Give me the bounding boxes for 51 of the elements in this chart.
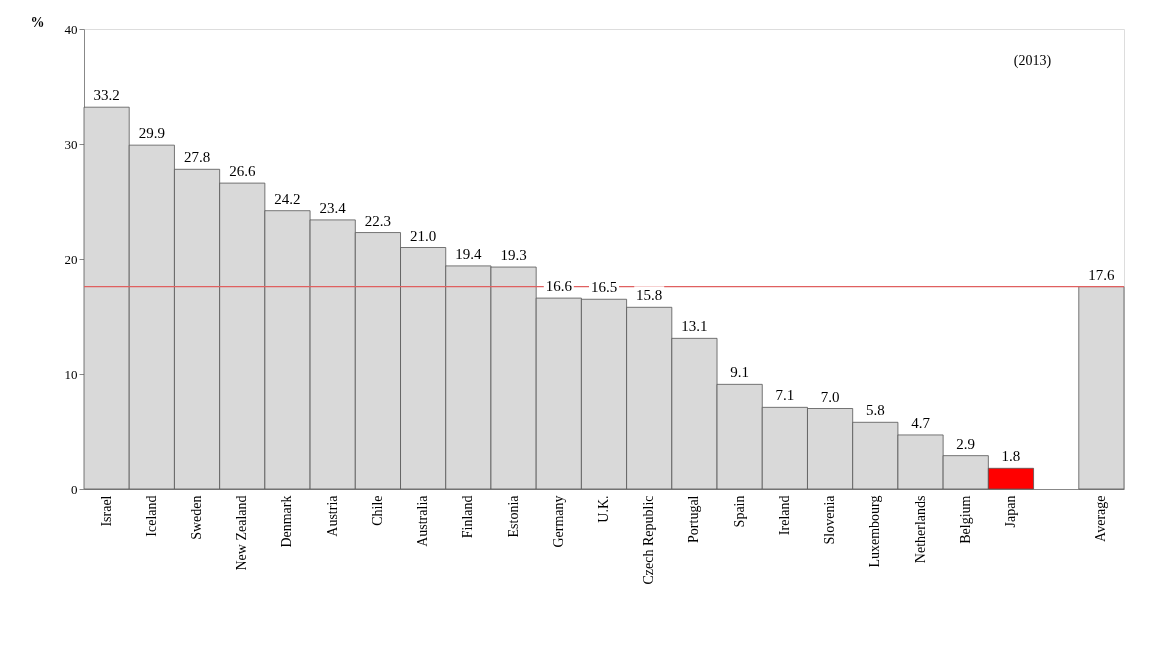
y-tick-label: 10 xyxy=(64,366,78,382)
x-tick-label: Ireland xyxy=(776,495,792,536)
x-tick-label: Denmark xyxy=(279,495,295,548)
x-tick-label: Japan xyxy=(1002,495,1018,528)
x-tick-label: Czech Republic xyxy=(641,495,657,585)
annotation: (2013) xyxy=(1013,53,1052,69)
data-label: 7.1 xyxy=(775,387,795,404)
y-tick-label: 0 xyxy=(71,481,78,497)
data-label: 4.7 xyxy=(911,414,931,431)
data-label: 23.4 xyxy=(319,199,347,216)
x-tick-label: Germany xyxy=(550,495,566,548)
x-tick-label: Average xyxy=(1093,495,1109,542)
x-tick-label: Belgium xyxy=(957,495,973,544)
data-label: 26.6 xyxy=(229,163,256,180)
x-tick-label: U.K. xyxy=(596,495,611,523)
x-tick-label: Iceland xyxy=(143,495,159,537)
data-label: 7.0 xyxy=(820,388,840,405)
y-tick-label: 20 xyxy=(64,251,78,267)
x-tick-label: Luxembourg xyxy=(867,495,883,568)
data-label: 33.2 xyxy=(93,87,120,104)
x-tick-label: Estonia xyxy=(505,494,521,538)
x-tick-label: Slovenia xyxy=(822,494,838,545)
x-tick-label: Israel xyxy=(98,495,114,527)
data-label: 29.9 xyxy=(138,125,165,142)
y-tick-label: 40 xyxy=(64,21,78,37)
x-tick-label: Austria xyxy=(324,494,340,537)
data-label: 21.0 xyxy=(410,227,437,244)
y-axis-title: % xyxy=(30,14,45,30)
x-tick-label: New Zealand xyxy=(234,495,250,571)
data-label: 22.3 xyxy=(364,212,392,229)
data-label: 27.8 xyxy=(183,149,211,166)
data-label: 19.4 xyxy=(455,245,482,262)
data-label: 16.6 xyxy=(545,278,573,295)
data-label: 15.8 xyxy=(636,287,663,304)
x-tick-label: Portugal xyxy=(686,495,702,543)
data-label: 16.5 xyxy=(590,279,618,296)
x-tick-label: Finland xyxy=(460,495,476,539)
data-label: 19.3 xyxy=(500,247,527,264)
data-label: 2.9 xyxy=(956,435,976,452)
x-tick-label: Spain xyxy=(731,495,747,528)
x-tick-label: Netherlands xyxy=(912,495,928,564)
data-label: 24.2 xyxy=(274,190,301,207)
data-label: 17.6 xyxy=(1088,266,1116,283)
data-label: 5.8 xyxy=(865,402,885,419)
x-tick-label: Sweden xyxy=(189,495,205,540)
data-label: 13.1 xyxy=(681,318,708,335)
data-label: 9.1 xyxy=(730,364,750,381)
x-tick-label: Chile xyxy=(369,495,385,526)
data-label: 1.8 xyxy=(1001,448,1021,465)
y-tick-label: 30 xyxy=(64,136,78,152)
x-tick-label: Australia xyxy=(415,494,431,547)
